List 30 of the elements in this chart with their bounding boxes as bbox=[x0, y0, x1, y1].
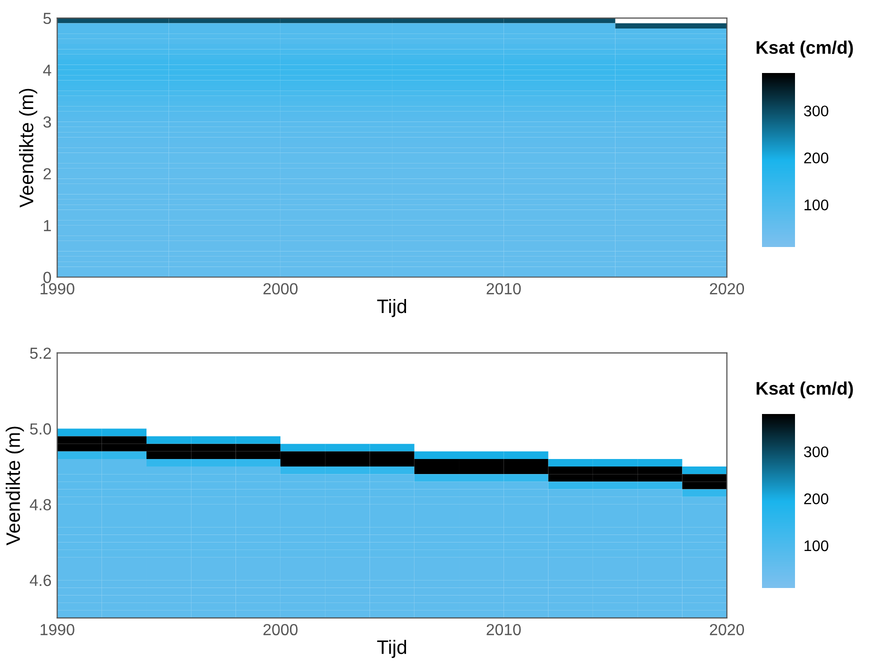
y-tick-label: 5.2 bbox=[30, 348, 51, 359]
x-tick-label: 1990 bbox=[40, 624, 74, 636]
x-tick-label: 2000 bbox=[263, 283, 298, 294]
y-tick-label: 0 bbox=[43, 272, 52, 284]
y-tick-label: 4.6 bbox=[30, 574, 51, 586]
y-tick-label: 4.8 bbox=[30, 499, 51, 510]
y-tick-label: 4 bbox=[43, 64, 52, 76]
y-tick-label: 2 bbox=[44, 168, 51, 180]
x-axis-title: Tijd bbox=[377, 298, 406, 318]
y-tick-label: 5.0 bbox=[30, 423, 52, 435]
x-tick-label: 2020 bbox=[710, 624, 744, 636]
color-bar-label: 200 bbox=[804, 152, 828, 164]
y-tick-label: 5 bbox=[43, 12, 51, 24]
color-bar-label: 100 bbox=[804, 540, 828, 552]
color-bar-label: 100 bbox=[804, 200, 828, 210]
y-axis-title: Veendikte (m) bbox=[19, 88, 38, 208]
color-bar-label: 300 bbox=[804, 446, 828, 458]
x-tick-label: 2010 bbox=[486, 624, 521, 636]
x-tick-label: 2020 bbox=[710, 283, 744, 294]
y-tick-label: 3 bbox=[43, 116, 51, 128]
x-tick-label: 2000 bbox=[263, 624, 298, 636]
y-tick-label: 1 bbox=[44, 220, 51, 232]
x-axis-title: Tijd bbox=[377, 640, 406, 658]
x-tick-label: 2010 bbox=[486, 283, 521, 294]
color-bar-title: Ksat (cm/d) bbox=[756, 381, 853, 398]
color-bar-title: Ksat (cm/d) bbox=[756, 40, 853, 58]
color-bar-label: 300 bbox=[804, 106, 828, 116]
color-bar-label: 200 bbox=[804, 493, 828, 504]
x-tick-label: 1990 bbox=[40, 283, 74, 294]
y-axis-title: Veendikte (m) bbox=[6, 426, 24, 546]
